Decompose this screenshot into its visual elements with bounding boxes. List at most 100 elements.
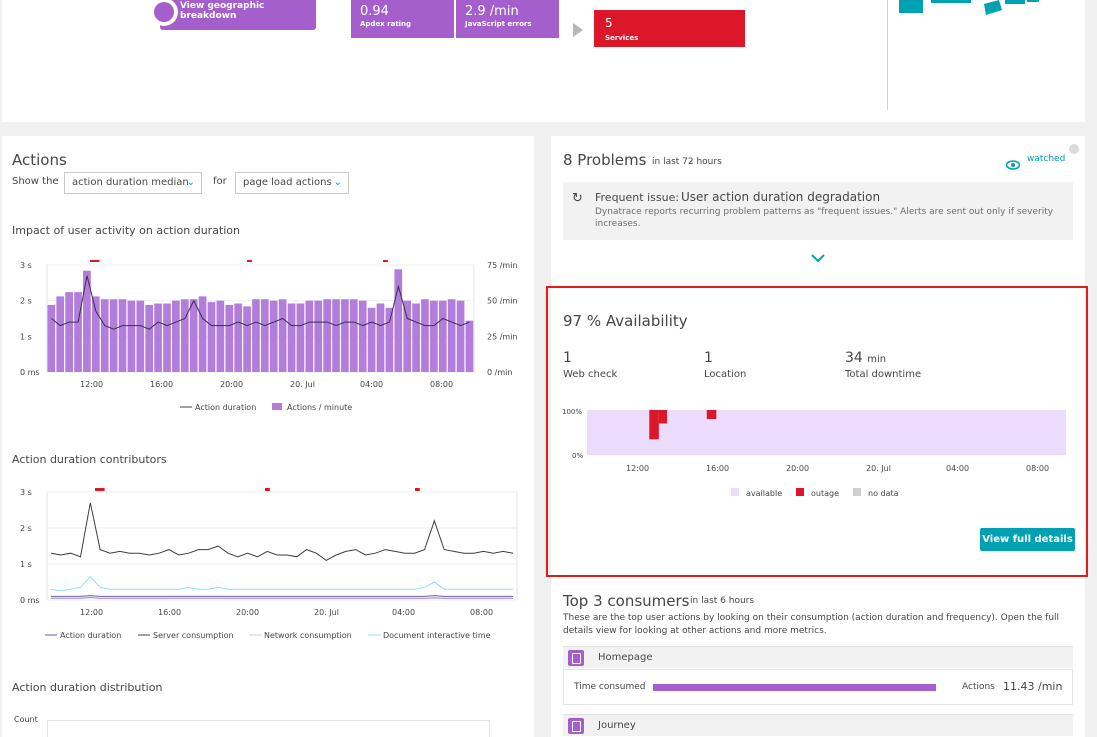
world-map-icon [899,0,1039,15]
services-label: Services [605,34,639,42]
bar [74,292,82,372]
y-tick-label: 0% [572,452,583,460]
consumer-details: Time consumed Actions 11.43 /min [563,669,1073,705]
view-full-details-button[interactable]: View full details [980,528,1075,551]
legend-label: no data [868,489,899,498]
consumer-row-homepage[interactable]: Homepage [563,646,1073,668]
actions-title: Actions [12,151,67,169]
bar [127,300,136,372]
bar [91,296,100,372]
x-tick-label: 04:00 [360,380,383,389]
bar [234,303,243,372]
x-tick-label: 20:00 [220,380,243,389]
impact-chart-title: Impact of user activity on action durati… [12,224,241,237]
frequent-issue-box[interactable]: ↻ Frequent issue: User action duration d… [563,182,1073,240]
metric-select-value: action duration median [72,177,189,188]
x-tick-label: 20. Jul [866,464,891,473]
bar [172,300,180,372]
time-consumed-bar [653,684,936,691]
apdex-value: 0.94 [360,4,389,19]
legend-swatch [731,488,739,496]
location-value: 1 [704,350,713,366]
legend-label: Action duration [60,631,121,640]
series-line [50,575,513,592]
bar [56,296,65,372]
web-check-value: 1 [563,350,572,366]
bar [198,296,207,372]
y-right-tick-label: 25 /min [487,332,518,341]
show-the-label: Show the [12,176,59,187]
apdex-tile[interactable]: 0.94 Apdex rating [351,0,454,38]
consumers-timeframe: in last 6 hours [690,596,755,606]
legend-label: outage [811,489,839,498]
downtime-label: Total downtime [845,369,922,380]
y-tick-label: 100% [562,408,582,416]
consumers-desc-1: These are the top user actions by lookin… [563,613,1060,623]
bar [47,304,56,372]
bar [332,299,340,372]
actions-label: Actions [962,682,995,692]
bar [412,303,420,372]
x-tick-label: 04:00 [946,464,969,473]
x-tick-label: 08:00 [470,608,493,617]
problems-title: 8 Problems [563,151,647,169]
problem-marker [90,260,100,262]
consumer-name: Journey [598,720,636,731]
x-tick-label: 20:00 [786,464,809,473]
bar [180,299,189,372]
for-label: for [213,176,227,187]
legend-label: Action duration [195,403,256,412]
consumers-desc-2: details view for looking at other action… [563,626,827,636]
action-type-select[interactable]: page load actions ⌄ [235,172,349,194]
bar [136,300,145,372]
watched-toggle[interactable]: watched [1005,154,1065,174]
js-errors-tile[interactable]: 2.9 /min JavaScript errors [456,0,559,38]
legend-label: Document interactive time [383,631,491,640]
contributors-chart: 0 ms 1 s 2 s 3 s 12:00 16:00 20:00 20. Jul 04:00… [20,488,518,640]
chevron-down-icon: ⌄ [186,177,195,188]
y-tick-label: 0 ms [20,596,40,605]
distribution-chart [47,720,490,737]
location-label: Location [704,369,747,380]
page-icon [568,650,584,666]
consumer-row-journey[interactable]: Journey [563,714,1073,736]
geo-breakdown-button[interactable]: View geographic breakdown [150,0,316,30]
y-tick-label: 1 s [20,560,32,569]
info-icon[interactable] [1069,144,1079,154]
plot-frame [46,491,518,601]
contributors-chart-title: Action duration contributors [12,453,167,466]
bar [421,299,429,372]
problem-marker [265,488,270,491]
page-icon [568,718,584,734]
bar [207,302,216,372]
y-tick-label: 0 ms [20,368,40,377]
bar [145,304,154,372]
series-line [51,595,513,597]
bar [447,299,456,372]
bar [163,303,171,372]
services-tile[interactable]: 5 Services [594,10,745,47]
metric-select[interactable]: action duration median ⌄ [64,172,202,194]
bar [305,300,314,372]
js-errors-value: 2.9 /min [465,4,519,19]
impact-chart: 0 ms 1 s 2 s 3 s 0 /min 25 /min 50 /min 75 /min… [20,260,518,412]
series-line [51,275,470,330]
arrow-right-icon [573,23,583,37]
legend-swatch [272,403,282,410]
availability-title: 97 % Availability [563,312,688,330]
x-tick-label: 12:00 [626,464,649,473]
x-tick-label: 04:00 [392,608,415,617]
distribution-chart-title: Action duration distribution [12,681,163,694]
bar [261,299,269,372]
globe-icon [150,0,178,26]
x-tick-label: 16:00 [158,608,181,617]
y-right-tick-label: 50 /min [487,297,518,306]
services-value: 5 [605,16,613,30]
bar [394,269,403,372]
y-tick-label: 2 s [20,297,32,306]
action-type-value: page load actions [243,177,332,188]
bar [314,300,323,372]
bar [296,303,305,372]
y-tick-label: 3 s [20,261,32,270]
expand-chevron-icon[interactable] [810,253,826,263]
